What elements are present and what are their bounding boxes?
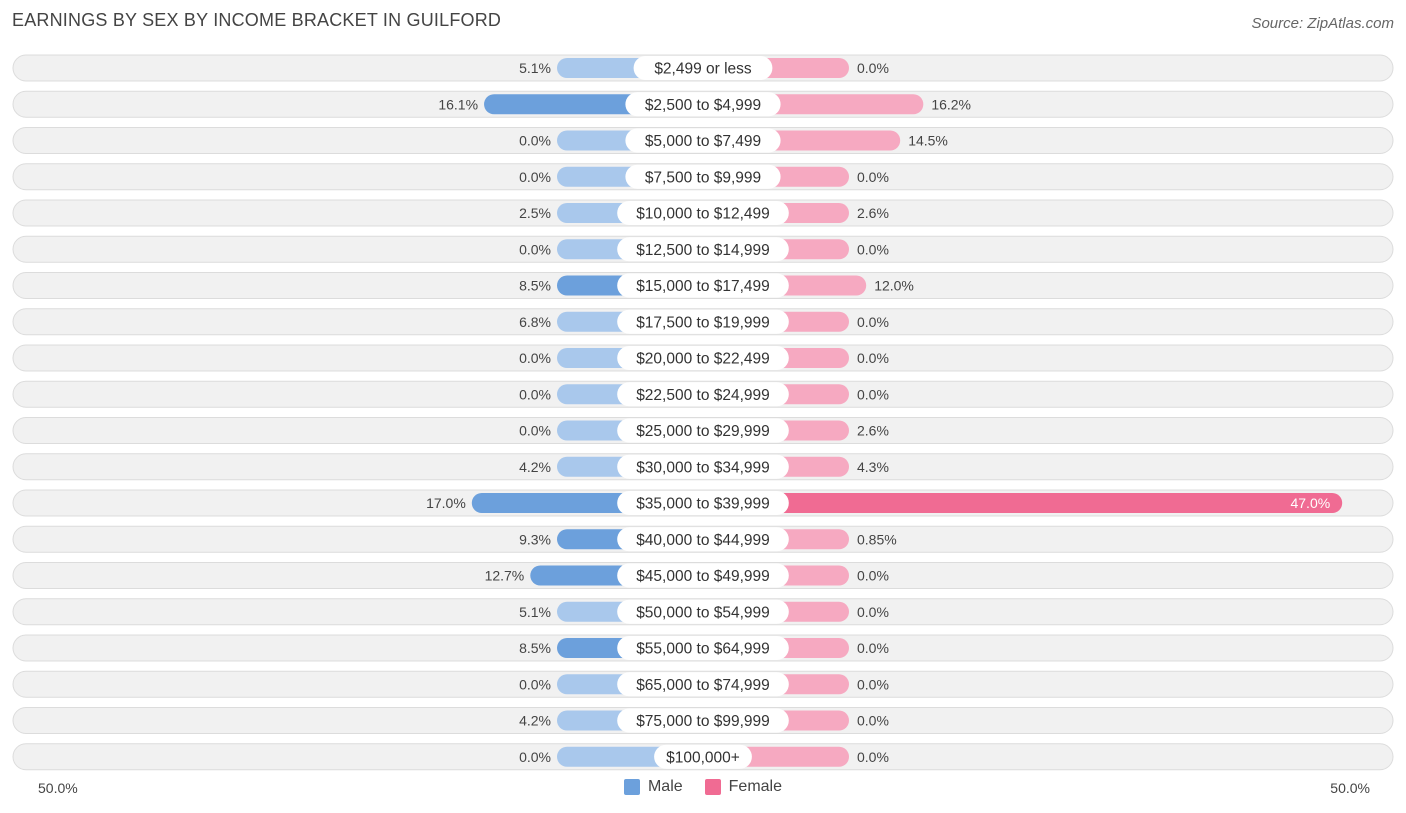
female-value-label: 0.0% <box>857 604 889 620</box>
category-label: $15,000 to $17,499 <box>636 278 770 295</box>
category-label: $2,500 to $4,999 <box>645 97 761 114</box>
category-label: $100,000+ <box>666 749 740 766</box>
female-value-label: 0.0% <box>857 713 889 729</box>
male-value-label: 6.8% <box>519 314 551 330</box>
category-pill <box>617 201 789 225</box>
legend-label-female: Female <box>728 778 783 795</box>
female-value-label: 0.0% <box>857 568 889 584</box>
male-value-label: 16.1% <box>438 96 478 112</box>
legend-label-male: Male <box>647 778 683 795</box>
legend: Male Female <box>0 778 1406 796</box>
male-value-label: 8.5% <box>519 640 551 656</box>
female-value-label: 14.5% <box>908 133 948 149</box>
category-pill <box>654 744 752 769</box>
male-value-label: 0.0% <box>519 133 551 149</box>
category-label: $65,000 to $74,999 <box>636 677 770 694</box>
female-value-label: 4.3% <box>857 459 889 475</box>
male-value-label: 0.0% <box>519 676 551 692</box>
category-pill <box>617 563 789 588</box>
category-pill <box>617 454 789 479</box>
category-label: $5,000 to $7,499 <box>645 133 761 150</box>
female-value-label: 2.6% <box>857 205 889 221</box>
category-pill <box>617 708 789 733</box>
male-value-label: 5.1% <box>519 60 551 76</box>
male-value-label: 0.0% <box>519 423 551 439</box>
male-value-label: 5.1% <box>519 604 551 620</box>
category-pill <box>617 346 789 370</box>
category-label: $50,000 to $54,999 <box>636 604 770 621</box>
category-pill <box>617 382 789 407</box>
category-pill <box>617 309 789 334</box>
female-bar <box>703 493 1343 513</box>
legend-swatch-male <box>623 779 640 795</box>
category-pill <box>625 92 781 117</box>
category-label: $22,500 to $24,999 <box>636 387 770 404</box>
female-value-label: 47.0% <box>1290 495 1330 511</box>
category-pill <box>633 56 773 80</box>
category-pill <box>617 418 789 443</box>
axis-right-label: 50.0% <box>1330 780 1370 796</box>
male-value-label: 0.0% <box>519 749 551 765</box>
female-value-label: 0.0% <box>857 169 889 185</box>
female-value-label: 0.0% <box>857 241 889 257</box>
female-value-label: 0.0% <box>857 386 889 402</box>
source-label: Source: ZipAtlas.com <box>1251 15 1394 32</box>
category-pill <box>617 491 789 515</box>
category-label: $10,000 to $12,499 <box>636 206 770 223</box>
female-value-label: 16.2% <box>931 96 971 112</box>
female-value-label: 0.0% <box>857 350 889 366</box>
legend-item-female[interactable]: Female <box>704 778 783 796</box>
female-value-label: 0.85% <box>857 531 897 547</box>
male-value-label: 0.0% <box>519 350 551 366</box>
male-value-label: 0.0% <box>519 169 551 185</box>
male-value-label: 8.5% <box>519 278 551 294</box>
female-value-label: 0.0% <box>857 60 889 76</box>
male-value-label: 0.0% <box>519 386 551 402</box>
female-value-label: 0.0% <box>857 749 889 765</box>
male-value-label: 4.2% <box>519 459 551 475</box>
female-value-label: 0.0% <box>857 314 889 330</box>
female-value-label: 0.0% <box>857 676 889 692</box>
legend-item-male[interactable]: Male <box>623 778 683 796</box>
category-pill <box>617 672 789 697</box>
category-pill <box>617 599 789 624</box>
chart-title: EARNINGS BY SEX BY INCOME BRACKET IN GUI… <box>12 10 502 30</box>
female-value-label: 0.0% <box>857 640 889 656</box>
category-pill <box>617 636 789 660</box>
category-label: $55,000 to $64,999 <box>636 641 770 658</box>
male-value-label: 12.7% <box>485 568 525 584</box>
male-value-label: 4.2% <box>519 713 551 729</box>
category-pill <box>617 237 789 262</box>
legend-swatch-female <box>704 779 721 795</box>
category-label: $12,500 to $14,999 <box>636 242 770 259</box>
axis-left-label: 50.0% <box>38 780 78 796</box>
category-label: $17,500 to $19,999 <box>636 314 770 331</box>
male-value-label: 17.0% <box>426 495 466 511</box>
category-label: $2,499 or less <box>654 61 752 78</box>
category-label: $30,000 to $34,999 <box>636 459 770 476</box>
category-label: $7,500 to $9,999 <box>645 169 761 186</box>
category-label: $75,000 to $99,999 <box>636 713 770 730</box>
male-value-label: 2.5% <box>519 205 551 221</box>
category-label: $40,000 to $44,999 <box>636 532 770 549</box>
category-label: $45,000 to $49,999 <box>636 568 770 585</box>
category-pill <box>617 527 789 552</box>
category-pill <box>625 128 781 153</box>
category-pill <box>625 164 781 189</box>
category-pill <box>617 273 789 298</box>
category-label: $20,000 to $22,499 <box>636 351 770 368</box>
female-value-label: 12.0% <box>874 278 914 294</box>
category-label: $25,000 to $29,999 <box>636 423 770 440</box>
male-value-label: 9.3% <box>519 531 551 547</box>
female-value-label: 2.6% <box>857 423 889 439</box>
category-label: $35,000 to $39,999 <box>636 496 770 513</box>
male-value-label: 0.0% <box>519 241 551 257</box>
